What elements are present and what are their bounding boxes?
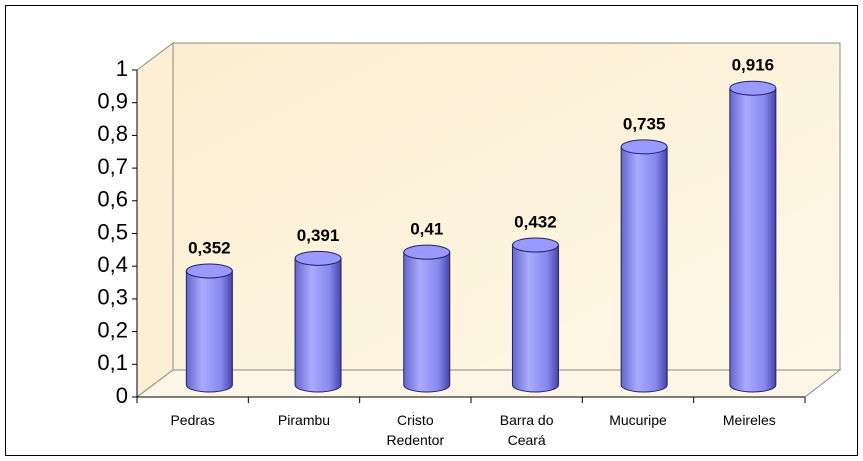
- y-tick-label: 0,9: [97, 89, 128, 114]
- value-label: 0,916: [732, 56, 775, 75]
- value-label: 0,432: [514, 213, 557, 232]
- value-label: 0,735: [623, 114, 666, 133]
- x-tick-label: Pedras: [170, 412, 215, 428]
- cylinder-top: [185, 263, 233, 279]
- cylinder-top: [729, 80, 777, 96]
- cylinder-body: [511, 244, 559, 393]
- cylinder-body: [403, 251, 451, 393]
- value-label: 0,41: [410, 220, 443, 239]
- cylinder-body: [729, 87, 777, 393]
- y-tick-label: 0,1: [97, 350, 128, 375]
- y-tick-label: 0,3: [97, 285, 128, 310]
- y-tick-label: 0,2: [97, 317, 128, 342]
- cylinder-body: [185, 270, 233, 393]
- value-label: 0,352: [188, 238, 231, 257]
- cylinder-top: [294, 250, 342, 266]
- y-tick-label: 0,7: [97, 154, 128, 179]
- x-tick-label: Meireles: [722, 412, 776, 428]
- y-tick-label: 0,8: [97, 121, 128, 146]
- x-tick-label: Pirambu: [277, 412, 331, 428]
- value-label: 0,391: [297, 226, 340, 245]
- y-tick-label: 0,5: [97, 219, 128, 244]
- cylinder-body: [620, 146, 668, 393]
- cylinder-body: [294, 257, 342, 393]
- cylinder-top: [511, 237, 559, 253]
- x-tick-label: Barra do Ceará: [499, 412, 554, 448]
- cylinder-top: [620, 139, 668, 155]
- cylinder-top: [403, 244, 451, 260]
- x-tick-label: Mucuripe: [609, 412, 667, 428]
- y-tick-label: 0,6: [97, 187, 128, 212]
- side-wall: [136, 42, 174, 398]
- y-tick-label: 0,4: [97, 252, 128, 277]
- y-tick-label: 0: [116, 383, 128, 408]
- y-tick-label: 1: [116, 56, 128, 81]
- x-tick-label: Cristo Redentor: [386, 412, 445, 448]
